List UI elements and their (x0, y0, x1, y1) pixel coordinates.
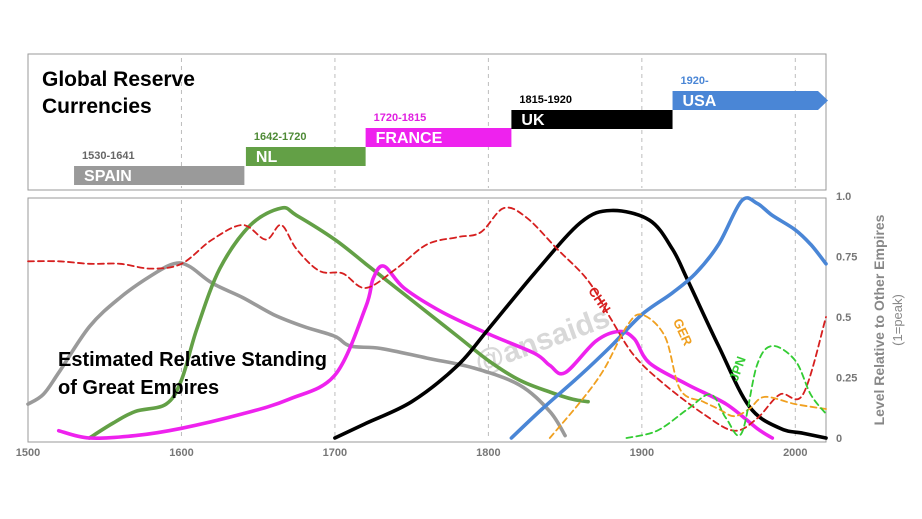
y-tick-0-25: 0.25 (836, 373, 857, 385)
bar-france (365, 128, 512, 147)
plot-frame (27, 197, 827, 443)
y-tick-0-5: 0.5 (836, 312, 851, 324)
series-line-spain (26, 261, 567, 438)
plot-series (26, 196, 828, 440)
series-line-uk (333, 208, 828, 440)
reserve-currency-panel: Global Reserve Currencies SPAIN 1530-1641… (27, 53, 828, 191)
chart-title-line-2: of Great Empires (58, 377, 219, 399)
x-tick-1800: 1800 (476, 447, 500, 459)
period-label-usa: 1920- (681, 75, 709, 87)
series-line-france (56, 264, 775, 440)
y-axis-ticks: 0 0.25 0.5 0.75 1.0 (836, 191, 857, 445)
x-axis-ticks: 1500 1600 1700 1800 1900 2000 (16, 447, 808, 459)
y-tick-0-75: 0.75 (836, 252, 857, 264)
series-line-nl (87, 205, 590, 440)
timeline-title: Global Reserve Currencies (42, 68, 201, 118)
series-line-jpn (625, 345, 827, 439)
period-label-spain: 1530-1641 (82, 150, 135, 162)
y-tick-0: 0 (836, 433, 842, 445)
bar-label-france: FRANCE (376, 130, 443, 147)
x-tick-2000: 2000 (783, 447, 807, 459)
period-label-uk: 1815-1920 (519, 94, 572, 106)
x-tick-1500: 1500 (16, 447, 40, 459)
bar-label-uk: UK (521, 112, 545, 129)
x-tick-1700: 1700 (323, 447, 347, 459)
chart-title-line-1: Estimated Relative Standing (58, 349, 327, 371)
x-tick-1900: 1900 (630, 447, 654, 459)
period-label-nl: 1642-1720 (254, 131, 307, 143)
period-label-france: 1720-1815 (374, 112, 427, 124)
timeline-bars: SPAIN 1530-1641 NL 1642-1720 FRANCE 1720-1815… (74, 75, 828, 185)
timeline-title-line-2: Currencies (42, 95, 152, 118)
bar-label-nl: NL (256, 149, 278, 166)
bar-uk (511, 110, 673, 129)
y-axis-sublabel: (1=peak) (890, 294, 905, 346)
bar-spain (74, 166, 245, 185)
bar-label-spain: SPAIN (84, 168, 132, 185)
series-line-usa (509, 196, 828, 440)
y-axis-label: Level Relative to Other Empires (871, 214, 887, 425)
timeline-title-line-1: Global Reserve (42, 68, 195, 91)
y-tick-1-0: 1.0 (836, 191, 851, 203)
bar-usa (672, 91, 828, 110)
bar-nl (245, 147, 366, 166)
series-line-ger (548, 313, 827, 439)
timeline-frame (27, 53, 827, 191)
x-tick-1600: 1600 (169, 447, 193, 459)
annotation-jpn: JPN (726, 354, 749, 383)
chart-title: Estimated Relative Standing of Great Emp… (58, 349, 333, 399)
series-line-chn (27, 206, 827, 432)
watermark: @ansaids (470, 301, 614, 380)
annotation-ger: GER (670, 316, 696, 348)
bar-label-usa: USA (683, 93, 717, 110)
